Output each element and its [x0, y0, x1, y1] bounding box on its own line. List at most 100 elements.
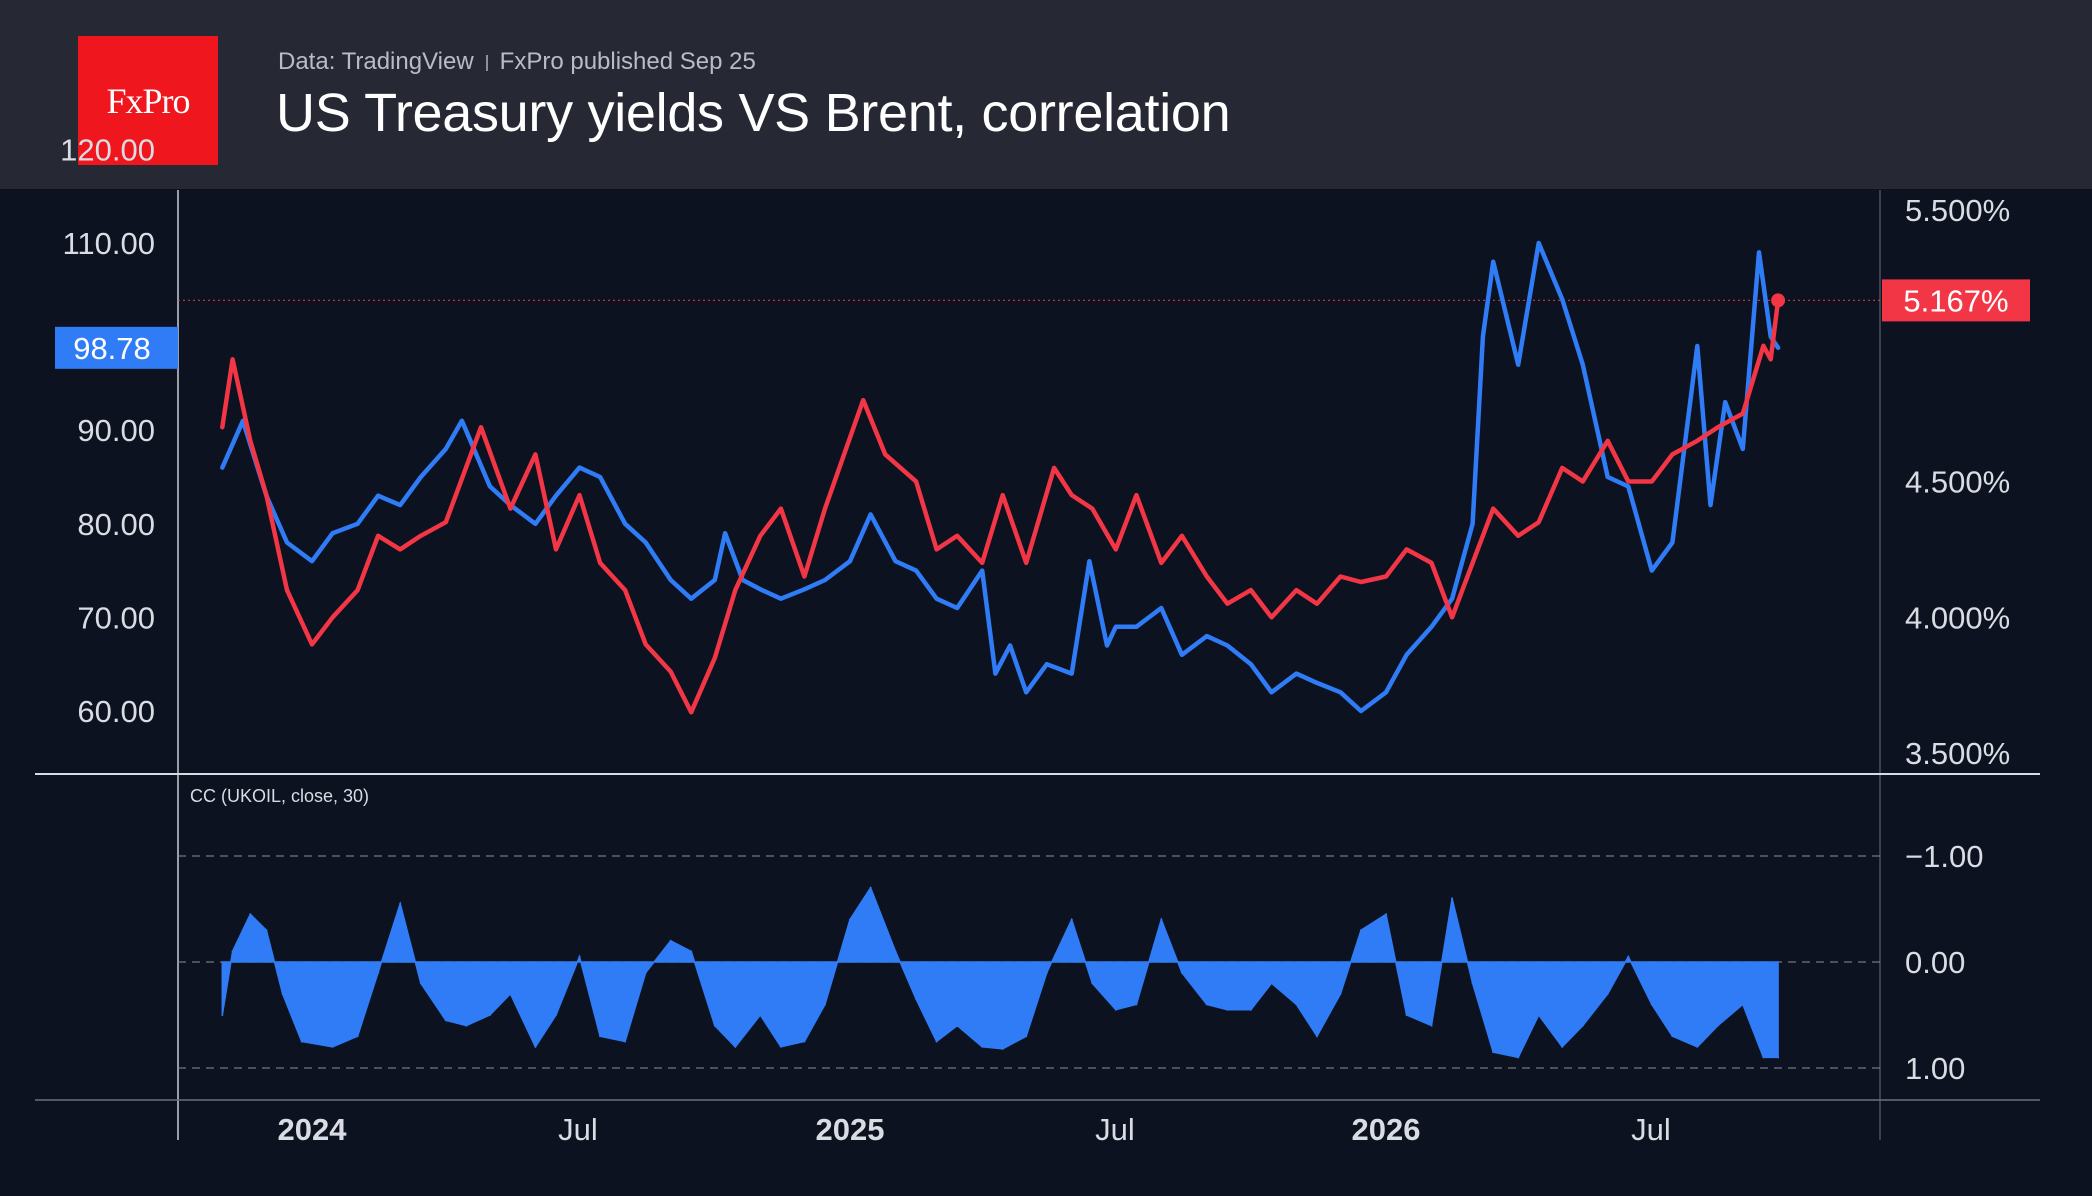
- meta-line: Data: TradingView FxPro published Sep 25: [278, 48, 756, 76]
- brent-point-12: [488, 485, 492, 488]
- brent-point-34: [956, 606, 959, 610]
- brent-point-61: [1492, 260, 1495, 263]
- right-tick-label-1: 4.500%: [1905, 465, 2010, 500]
- brent-point-62: [1517, 363, 1520, 366]
- correlation-point-21: [669, 939, 672, 942]
- yields-point-63: [1650, 480, 1654, 483]
- brent-point-58: [1450, 597, 1454, 600]
- correlation-point-35: [981, 1045, 984, 1048]
- correlation-point-50: [1316, 1035, 1318, 1038]
- correlation-point-61: [1561, 1045, 1564, 1048]
- yields-point-24: [759, 534, 762, 537]
- yields-point-18: [623, 588, 627, 592]
- brent-point-47: [1205, 634, 1209, 638]
- brent-point-21: [690, 597, 693, 600]
- osc-tick-label-2: −1.00: [1905, 839, 1983, 874]
- brent-point-6: [356, 522, 359, 525]
- brent-point-25: [759, 588, 762, 591]
- yields-point-16: [578, 493, 581, 497]
- correlation-point-15: [534, 1045, 537, 1048]
- correlation-point-16: [555, 1014, 557, 1016]
- correlation-point-47: [1249, 1008, 1252, 1011]
- brent-point-73: [1741, 447, 1745, 451]
- yields-point-19: [644, 643, 647, 646]
- correlation-point-57: [1471, 982, 1474, 985]
- yields-point-52: [1405, 548, 1408, 551]
- yields-point-67: [1741, 412, 1745, 415]
- yields-point-48: [1315, 602, 1319, 605]
- correlation-point-69: [1741, 1003, 1744, 1006]
- yields-point-5: [310, 643, 314, 646]
- brent-point-11: [460, 419, 464, 422]
- correlation-point-20: [644, 971, 647, 974]
- correlation-point-58: [1492, 1051, 1495, 1054]
- correlation-point-38: [1045, 971, 1048, 974]
- yields-point-35: [1025, 561, 1028, 565]
- correlation-point-32: [915, 998, 918, 1001]
- yields-point-10: [419, 534, 422, 537]
- yields-point-65: [1696, 439, 1699, 442]
- brent-point-71: [1709, 503, 1712, 507]
- brent-point-65: [1581, 363, 1585, 366]
- brent-point-5: [331, 532, 334, 535]
- left-tick-label-0: 120.00: [60, 132, 155, 167]
- yields-point-44: [1226, 602, 1229, 605]
- yields-point-17: [598, 561, 602, 565]
- fxpro-logo: FxPro: [78, 36, 218, 165]
- left-tick-label-5: 60.00: [77, 694, 155, 729]
- yields-point-25: [779, 507, 783, 510]
- yields-point-22: [713, 656, 716, 660]
- brent-point-3: [285, 541, 289, 544]
- correlation-point-42: [1135, 1003, 1138, 1006]
- correlation-point-39: [1070, 918, 1073, 921]
- correlation-point-52: [1360, 929, 1362, 932]
- right-tick-label-3: 3.500%: [1905, 736, 2010, 771]
- yields-point-21: [690, 711, 693, 714]
- yields-point-3: [265, 493, 268, 497]
- correlation-point-70: [1762, 1056, 1765, 1059]
- correlation-point-53: [1385, 913, 1387, 916]
- yields-point-50: [1359, 580, 1363, 584]
- correlation-point-46: [1226, 1008, 1229, 1011]
- yields-point-43: [1205, 575, 1209, 578]
- yields-point-15: [554, 548, 558, 551]
- correlation-point-56: [1451, 897, 1454, 900]
- brent-point-43: [1114, 625, 1118, 628]
- correlation-point-43: [1160, 918, 1163, 921]
- brent-point-67: [1627, 485, 1630, 488]
- oscillator-chart: CC (UKOIL, close, 30) 1.00 0.00 −1.00: [178, 786, 1983, 1086]
- correlation-point-19: [624, 1040, 627, 1043]
- brent-point-60: [1481, 335, 1485, 338]
- correlation-point-34: [956, 1024, 959, 1027]
- yields-point-59: [1561, 466, 1564, 470]
- brent-point-59: [1471, 522, 1474, 525]
- brent-point-20: [669, 578, 672, 582]
- brent-point-19: [644, 541, 647, 544]
- brent-point-64: [1561, 298, 1564, 301]
- yields-point-1: [231, 358, 234, 361]
- x-tick-label-3: Jul: [1095, 1112, 1135, 1147]
- brent-point-31: [894, 560, 897, 563]
- correlation-point-33: [935, 1040, 938, 1043]
- brent-point-39: [1045, 663, 1049, 666]
- brent-point-74: [1757, 251, 1761, 254]
- yields-point-32: [956, 534, 959, 537]
- yields-point-68: [1762, 344, 1765, 347]
- yields-point-47: [1295, 588, 1298, 592]
- correlation-point-25: [759, 1014, 762, 1016]
- yields-point-49: [1339, 575, 1342, 578]
- brent-point-56: [1405, 653, 1408, 656]
- brent-point-63: [1537, 241, 1540, 245]
- yields-point-42: [1180, 534, 1184, 537]
- correlation-point-45: [1205, 1003, 1208, 1006]
- yields-point-12: [479, 426, 483, 429]
- right-tick-label-0: 5.500%: [1905, 193, 2010, 228]
- brent-point-36: [994, 672, 997, 675]
- brent-point-1: [241, 419, 245, 422]
- correlation-point-0: [221, 1014, 224, 1016]
- brent-point-4: [310, 560, 314, 563]
- yields-point-64: [1671, 453, 1674, 456]
- brent-point-26: [779, 597, 783, 600]
- correlation-point-10: [419, 982, 422, 985]
